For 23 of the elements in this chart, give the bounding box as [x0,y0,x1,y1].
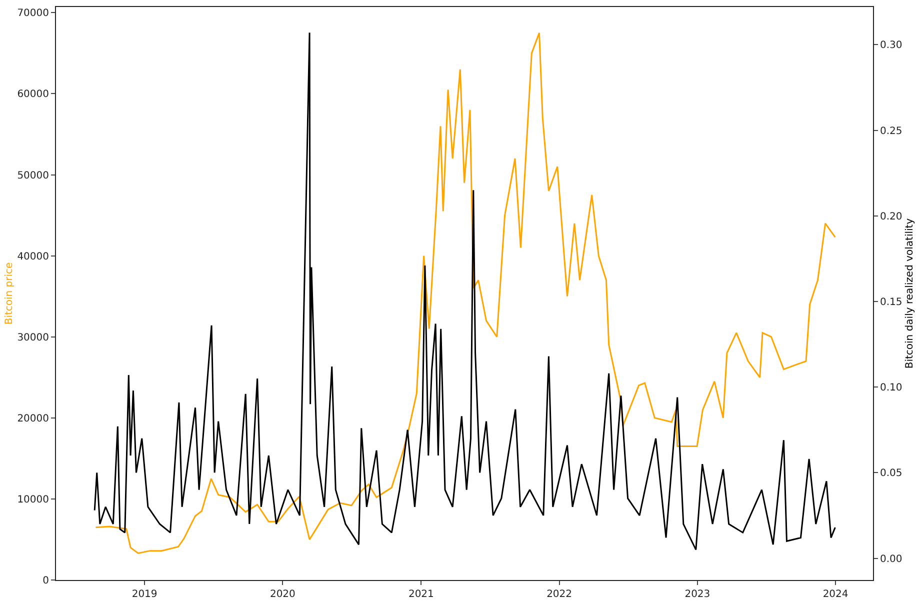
y2-axis-title: Bitcoin daily realized volatility [904,218,916,369]
y-tick-label: 70000 [17,8,49,20]
x-tick-label: 2019 [132,589,158,600]
x-tick-label: 2022 [546,589,572,600]
y2-tick-label: 0.15 [880,296,902,308]
y2-tick-label: 0.10 [880,382,902,394]
x-tick-label: 2024 [822,589,848,600]
y2-tick-label: 0.30 [880,40,902,52]
y-tick-label: 40000 [17,251,49,262]
y-tick-label: 10000 [17,494,49,506]
y2-tick-label: 0.20 [880,211,902,222]
x-tick-label: 2020 [270,589,296,600]
y2-tick-label: 0.05 [880,468,902,480]
y-tick-label: 0 [42,576,49,586]
y-tick-label: 50000 [17,170,49,182]
y-axis-title: Bitcoin price [4,262,16,325]
y2-tick-label: 0.00 [880,554,902,565]
x-tick-label: 2023 [684,589,710,600]
y2-tick-label: 0.25 [880,126,902,137]
y-tick-label: 20000 [17,413,49,424]
y-tick-label: 60000 [17,89,49,100]
x-tick-label: 2021 [408,589,434,600]
y-tick-label: 30000 [17,332,49,344]
